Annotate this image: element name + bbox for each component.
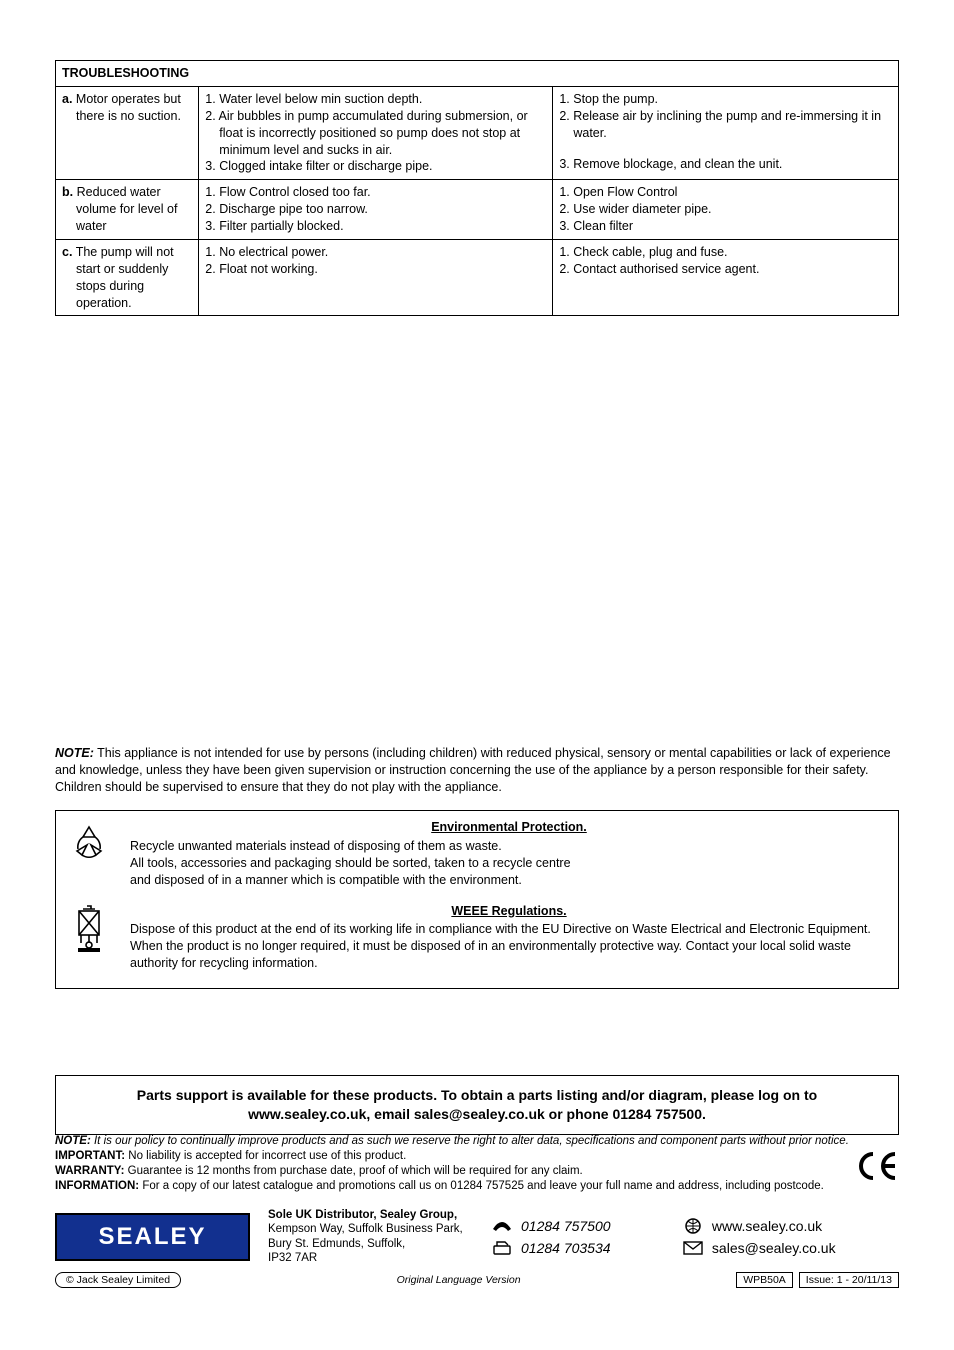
phone-number: 01284 757500 xyxy=(521,1218,674,1234)
safety-note: NOTE: This appliance is not intended for… xyxy=(55,745,899,796)
parts-line-1: Parts support is available for these pro… xyxy=(70,1086,884,1105)
weee-icon xyxy=(66,903,112,973)
row-lead: c. xyxy=(62,245,72,259)
cause-item: 1. Water level below min suction depth. xyxy=(205,91,546,108)
problem-cell: a. Motor operates but there is no suctio… xyxy=(56,86,199,179)
email-address: sales@sealey.co.uk xyxy=(712,1240,899,1256)
distributor-address: Sole UK Distributor, Sealey Group, Kemps… xyxy=(268,1208,473,1266)
cause-item: 1. Flow Control closed too far. xyxy=(205,184,546,201)
remedy-item: 2. Use wider diameter pipe. xyxy=(559,201,892,218)
brand-logo: SEALEY xyxy=(55,1213,250,1261)
remedy-item: 2. Release air by inclining the pump and… xyxy=(559,108,892,142)
disclaimer-text: For a copy of our latest catalogue and p… xyxy=(142,1180,824,1192)
remedy-item: 1. Open Flow Control xyxy=(559,184,892,201)
addr-rest: Kempson Way, Suffolk Business Park, Bury… xyxy=(268,1223,463,1264)
disclaimer-text: Guarantee is 12 months from purchase dat… xyxy=(128,1165,583,1177)
remedy-item: 2. Contact authorised service agent. xyxy=(559,261,892,278)
recycle-icon xyxy=(66,819,112,889)
website-url: www.sealey.co.uk xyxy=(712,1218,899,1234)
footer: SEALEY Sole UK Distributor, Sealey Group… xyxy=(55,1208,899,1288)
copyright-pill: © Jack Sealey Limited xyxy=(55,1272,181,1288)
causes-cell: 1. Water level below min suction depth. … xyxy=(199,86,553,179)
remedies-cell: 1. Stop the pump. 2. Release air by incl… xyxy=(553,86,899,179)
cause-item: 1. No electrical power. xyxy=(205,244,546,261)
parts-support-box: Parts support is available for these pro… xyxy=(55,1075,899,1135)
email-icon xyxy=(682,1240,704,1256)
remedy-item: 1. Check cable, plug and fuse. xyxy=(559,244,892,261)
env-protection-title: Environmental Protection. xyxy=(130,819,888,836)
disclaimer-lead: INFORMATION: xyxy=(55,1180,139,1192)
table-row: c. The pump will not start or suddenly s… xyxy=(56,239,899,316)
model-pill: WPB50A xyxy=(736,1272,793,1288)
note-lead: NOTE: xyxy=(55,746,94,760)
problem-cell: c. The pump will not start or suddenly s… xyxy=(56,239,199,316)
causes-cell: 1. No electrical power. 2. Float not wor… xyxy=(199,239,553,316)
remedies-cell: 1. Check cable, plug and fuse. 2. Contac… xyxy=(553,239,899,316)
disclaimer-lead: NOTE: xyxy=(55,1135,91,1147)
cause-item: 3. Filter partially blocked. xyxy=(205,218,546,235)
table-row: a. Motor operates but there is no suctio… xyxy=(56,86,899,179)
env-protection-text: Recycle unwanted materials instead of di… xyxy=(130,838,888,889)
environmental-box: Environmental Protection. Recycle unwant… xyxy=(55,810,899,989)
contact-grid: 01284 757500 www.sealey.co.uk 01284 7035… xyxy=(491,1218,899,1256)
troubleshooting-table: TROUBLESHOOTING a. Motor operates but th… xyxy=(55,60,899,316)
remedy-item: 3. Remove blockage, and clean the unit. xyxy=(559,156,892,173)
row-lead: b. xyxy=(62,185,73,199)
row-problem: Motor operates but there is no suction. xyxy=(76,92,181,123)
cause-item: 3. Clogged intake filter or discharge pi… xyxy=(205,158,546,175)
row-problem: Reduced water volume for level of water xyxy=(76,185,177,233)
parts-line-2: www.sealey.co.uk, email sales@sealey.co.… xyxy=(70,1105,884,1124)
ce-mark-icon xyxy=(855,1150,899,1190)
addr-lead: Sole UK Distributor, Sealey Group, xyxy=(268,1209,457,1221)
weee-text: Dispose of this product at the end of it… xyxy=(130,921,888,972)
troubleshooting-header: TROUBLESHOOTING xyxy=(56,61,899,87)
table-row: b. Reduced water volume for level of wat… xyxy=(56,180,899,240)
remedy-item: 3. Clean filter xyxy=(559,218,892,235)
version-label: Original Language Version xyxy=(181,1274,736,1286)
document-page: TROUBLESHOOTING a. Motor operates but th… xyxy=(0,0,954,1350)
fax-number: 01284 703534 xyxy=(521,1240,674,1256)
web-icon xyxy=(682,1218,704,1234)
disclaimer-text: It is our policy to continually improve … xyxy=(94,1135,849,1147)
cause-item: 2. Float not working. xyxy=(205,261,546,278)
row-problem: The pump will not start or suddenly stop… xyxy=(76,245,174,310)
disclaimer-lead: WARRANTY: xyxy=(55,1165,124,1177)
problem-cell: b. Reduced water volume for level of wat… xyxy=(56,180,199,240)
cause-item: 2. Air bubbles in pump accumulated durin… xyxy=(205,108,546,159)
causes-cell: 1. Flow Control closed too far. 2. Disch… xyxy=(199,180,553,240)
row-lead: a. xyxy=(62,92,72,106)
cause-item: 2. Discharge pipe too narrow. xyxy=(205,201,546,218)
remedy-item: 1. Stop the pump. xyxy=(559,91,892,108)
disclaimer-lead: IMPORTANT: xyxy=(55,1150,125,1162)
fax-icon xyxy=(491,1240,513,1256)
disclaimer-text: No liability is accepted for incorrect u… xyxy=(128,1150,406,1162)
phone-icon xyxy=(491,1218,513,1234)
weee-title: WEEE Regulations. xyxy=(130,903,888,920)
disclaimer-block: NOTE: It is our policy to continually im… xyxy=(55,1134,899,1194)
issue-pill: Issue: 1 - 20/11/13 xyxy=(799,1272,899,1288)
remedies-cell: 1. Open Flow Control 2. Use wider diamet… xyxy=(553,180,899,240)
note-text: This appliance is not intended for use b… xyxy=(55,746,891,794)
